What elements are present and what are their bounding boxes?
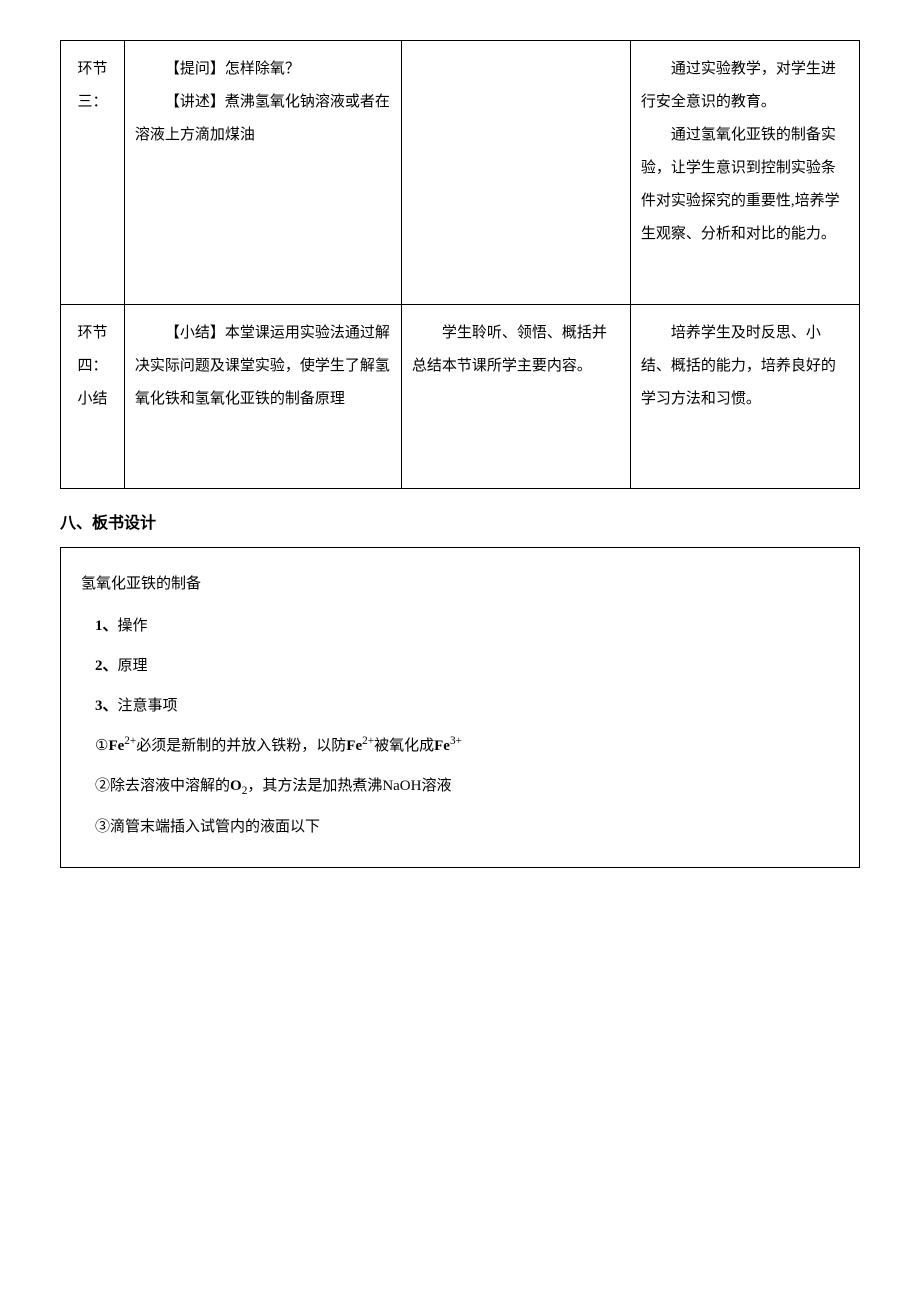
board-title: 氢氧化亚铁的制备 (81, 566, 839, 602)
section-label: 环节四：小结 (71, 317, 114, 416)
superscript: 2+ (362, 735, 374, 747)
intent-text: 培养学生及时反思、小结、概括的能力，培养良好的学习方法和习惯。 (641, 317, 849, 416)
intent-p2: 通过氢氧化亚铁的制备实验，让学生意识到控制实验条件对实验探究的重要性,培养学生观… (641, 119, 849, 251)
sub-text: 被氧化成 (374, 738, 434, 754)
intent-cell: 培养学生及时反思、小结、概括的能力，培养良好的学习方法和习惯。 (630, 305, 859, 489)
student-cell: 学生聆听、领悟、概括并总结本节课所学主要内容。 (401, 305, 630, 489)
student-text: 学生聆听、领悟、概括并总结本节课所学主要内容。 (412, 317, 620, 383)
fe: Fe (108, 738, 124, 754)
board-sub-2: ②除去溶液中溶解的O2，其方法是加热煮沸NaOH溶液 (95, 768, 839, 805)
teacher-cell: 【提问】怎样除氧？ 【讲述】煮沸氢氧化钠溶液或者在溶液上方滴加煤油 (124, 41, 401, 305)
item-num: 2、 (95, 658, 118, 674)
item-text: 原理 (118, 658, 148, 674)
superscript: 3+ (450, 735, 462, 747)
item-text: 操作 (118, 618, 148, 634)
section-cell: 环节四：小结 (61, 305, 125, 489)
sub-text: 必须是新制的并放入铁粉，以防 (136, 738, 346, 754)
item-num: 1、 (95, 618, 118, 634)
lesson-table: 环节三： 【提问】怎样除氧？ 【讲述】煮沸氢氧化钠溶液或者在溶液上方滴加煤油 通… (60, 40, 860, 489)
sub-prefix: ① (95, 738, 108, 754)
teacher-cell: 【小结】本堂课运用实验法通过解决实际问题及课堂实验，使学生了解氢氧化铁和氢氧化亚… (124, 305, 401, 489)
intent-p1: 通过实验教学，对学生进行安全意识的教育。 (641, 53, 849, 119)
table-row: 环节四：小结 【小结】本堂课运用实验法通过解决实际问题及课堂实验，使学生了解氢氧… (61, 305, 860, 489)
superscript: 2+ (124, 735, 136, 747)
item-num: 3、 (95, 698, 118, 714)
intent-cell: 通过实验教学，对学生进行安全意识的教育。 通过氢氧化亚铁的制备实验，让学生意识到… (630, 41, 859, 305)
o2: O (230, 778, 242, 794)
sub-prefix: ②除去溶液中溶解的 (95, 778, 230, 794)
fe: Fe (434, 738, 450, 754)
teacher-summary: 【小结】本堂课运用实验法通过解决实际问题及课堂实验，使学生了解氢氧化铁和氢氧化亚… (135, 317, 391, 416)
fe: Fe (346, 738, 362, 754)
teacher-question: 【提问】怎样除氧？ (135, 53, 391, 86)
board-design-box: 氢氧化亚铁的制备 1、操作 2、原理 3、注意事项 ①Fe2+必须是新制的并放入… (60, 547, 860, 868)
spacer (135, 152, 391, 292)
section-cell: 环节三： (61, 41, 125, 305)
spacer (135, 416, 391, 476)
section-label: 环节三： (71, 53, 114, 119)
board-item-3: 3、注意事项 (95, 688, 839, 724)
item-text: 注意事项 (118, 698, 178, 714)
board-sub-1: ①Fe2+必须是新制的并放入铁粉，以防Fe2+被氧化成Fe3+ (95, 728, 839, 764)
board-item-2: 2、原理 (95, 648, 839, 684)
student-cell (401, 41, 630, 305)
table-row: 环节三： 【提问】怎样除氧？ 【讲述】煮沸氢氧化钠溶液或者在溶液上方滴加煤油 通… (61, 41, 860, 305)
board-item-1: 1、操作 (95, 608, 839, 644)
teacher-answer: 【讲述】煮沸氢氧化钠溶液或者在溶液上方滴加煤油 (135, 86, 391, 152)
board-heading: 八、板书设计 (60, 509, 860, 533)
board-sub-3: ③滴管末端插入试管内的液面以下 (95, 809, 839, 845)
sub-suffix: ，其方法是加热煮沸NaOH溶液 (247, 778, 451, 794)
